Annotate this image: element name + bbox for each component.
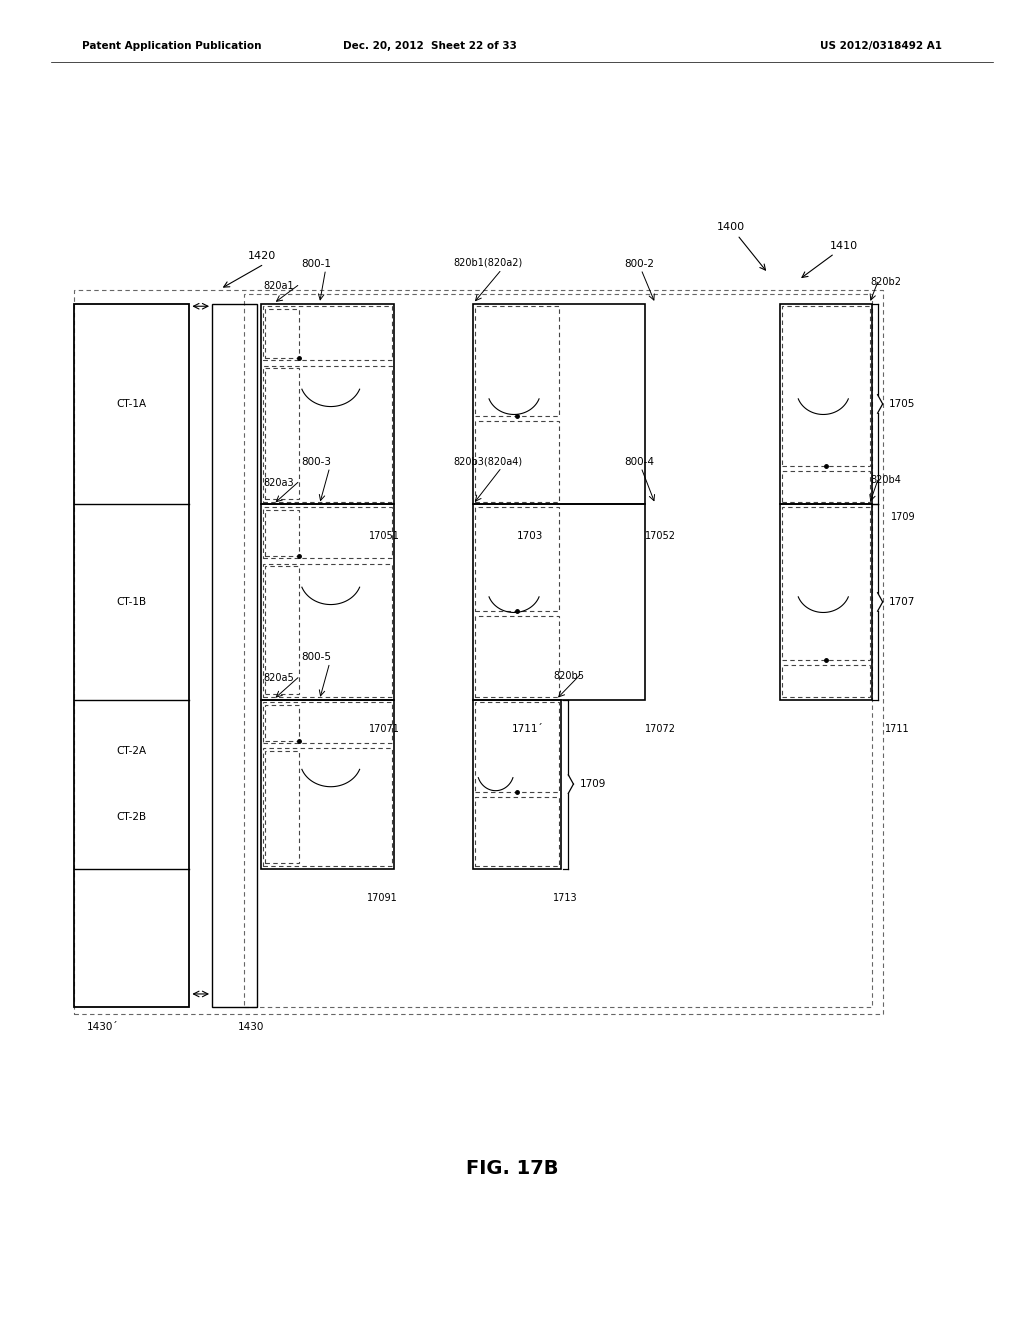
Bar bbox=[475, 616, 559, 697]
Text: 820a1: 820a1 bbox=[263, 281, 294, 292]
Bar bbox=[473, 304, 645, 504]
Text: CT-2B: CT-2B bbox=[116, 812, 146, 822]
Text: 17071: 17071 bbox=[369, 723, 399, 734]
Text: 1420: 1420 bbox=[248, 251, 276, 261]
Text: 820a3: 820a3 bbox=[263, 478, 294, 488]
Text: 1410: 1410 bbox=[829, 240, 857, 251]
Bar bbox=[265, 566, 299, 694]
Bar bbox=[263, 306, 392, 360]
Bar bbox=[782, 507, 870, 660]
Text: 800-1: 800-1 bbox=[301, 259, 331, 269]
Text: 17072: 17072 bbox=[645, 723, 676, 734]
Bar bbox=[265, 751, 299, 863]
Bar bbox=[473, 700, 561, 869]
Bar bbox=[265, 368, 299, 499]
Text: 820b3(820a4): 820b3(820a4) bbox=[454, 457, 523, 467]
Bar bbox=[261, 700, 394, 869]
Text: 1430´: 1430´ bbox=[87, 1022, 119, 1032]
Bar bbox=[74, 304, 189, 1007]
Text: 1713: 1713 bbox=[553, 892, 578, 903]
Text: 17051: 17051 bbox=[369, 531, 399, 541]
Bar bbox=[475, 797, 559, 866]
Bar bbox=[475, 507, 559, 611]
Bar bbox=[780, 304, 872, 504]
Bar bbox=[263, 564, 392, 697]
Text: 1709: 1709 bbox=[580, 779, 606, 789]
Bar bbox=[780, 504, 872, 700]
Bar bbox=[265, 510, 299, 556]
Bar bbox=[782, 471, 870, 502]
Bar bbox=[475, 421, 559, 502]
Text: 800-2: 800-2 bbox=[625, 259, 654, 269]
Text: CT-2A: CT-2A bbox=[116, 746, 146, 756]
Bar bbox=[475, 306, 559, 416]
Text: 820b4: 820b4 bbox=[870, 475, 901, 486]
Bar bbox=[244, 294, 872, 1007]
Text: FIG. 17B: FIG. 17B bbox=[466, 1159, 558, 1177]
Text: 800-4: 800-4 bbox=[625, 457, 654, 467]
Text: 1707: 1707 bbox=[889, 597, 915, 607]
Bar bbox=[263, 702, 392, 743]
Bar bbox=[212, 304, 257, 1007]
Text: CT-1A: CT-1A bbox=[116, 399, 146, 409]
Text: 820b2: 820b2 bbox=[870, 277, 901, 288]
Bar bbox=[263, 507, 392, 558]
Text: 820b5: 820b5 bbox=[553, 671, 584, 681]
Text: 1430: 1430 bbox=[238, 1022, 264, 1032]
Text: 1400: 1400 bbox=[717, 222, 744, 232]
Text: 1711: 1711 bbox=[885, 723, 909, 734]
Text: 17091: 17091 bbox=[367, 892, 397, 903]
Text: 1709: 1709 bbox=[891, 512, 915, 523]
Bar bbox=[473, 504, 645, 700]
Bar bbox=[261, 504, 394, 700]
Text: Patent Application Publication: Patent Application Publication bbox=[82, 41, 261, 51]
Text: CT-1B: CT-1B bbox=[116, 597, 146, 607]
Text: 820a5: 820a5 bbox=[263, 673, 294, 684]
Bar bbox=[261, 304, 394, 504]
Bar bbox=[782, 306, 870, 466]
Text: 1703: 1703 bbox=[517, 531, 544, 541]
Text: 800-3: 800-3 bbox=[301, 457, 331, 467]
Bar bbox=[265, 705, 299, 741]
Bar bbox=[74, 290, 883, 1014]
Text: 800-5: 800-5 bbox=[301, 652, 331, 663]
Text: 820b1(820a2): 820b1(820a2) bbox=[454, 257, 523, 268]
Bar bbox=[265, 309, 299, 358]
Text: US 2012/0318492 A1: US 2012/0318492 A1 bbox=[820, 41, 942, 51]
Bar bbox=[782, 665, 870, 697]
Text: 17052: 17052 bbox=[645, 531, 676, 541]
Bar bbox=[475, 702, 559, 792]
Text: Dec. 20, 2012  Sheet 22 of 33: Dec. 20, 2012 Sheet 22 of 33 bbox=[343, 41, 517, 51]
Bar bbox=[263, 366, 392, 502]
Bar bbox=[263, 748, 392, 866]
Text: 1711´: 1711´ bbox=[512, 723, 544, 734]
Text: 1705: 1705 bbox=[889, 399, 915, 409]
